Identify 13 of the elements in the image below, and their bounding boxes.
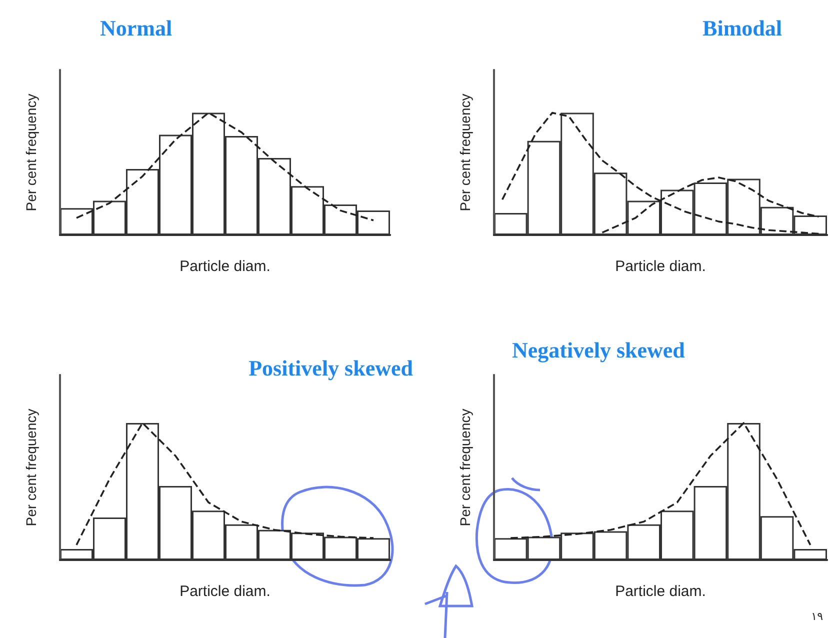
y-axis-title: Per cent frequency — [457, 94, 473, 212]
x-axis-title: Particle diam. — [615, 583, 706, 600]
chart-title: Positively skewed — [248, 356, 414, 380]
x-axis-title: Particle diam. — [180, 258, 270, 275]
y-axis-title: Per cent frequency — [23, 408, 39, 526]
y-axis-title: Per cent frequency — [457, 408, 473, 526]
y-axis-title: Per cent frequency — [23, 94, 39, 212]
chart-title: Normal — [100, 16, 172, 40]
text: ١٩ — [811, 610, 824, 623]
chart-title: Negatively skewed — [512, 338, 685, 362]
chart-title: Bimodal — [702, 16, 782, 40]
x-axis-title: Particle diam. — [615, 258, 706, 275]
x-axis-title: Particle diam. — [180, 583, 270, 600]
